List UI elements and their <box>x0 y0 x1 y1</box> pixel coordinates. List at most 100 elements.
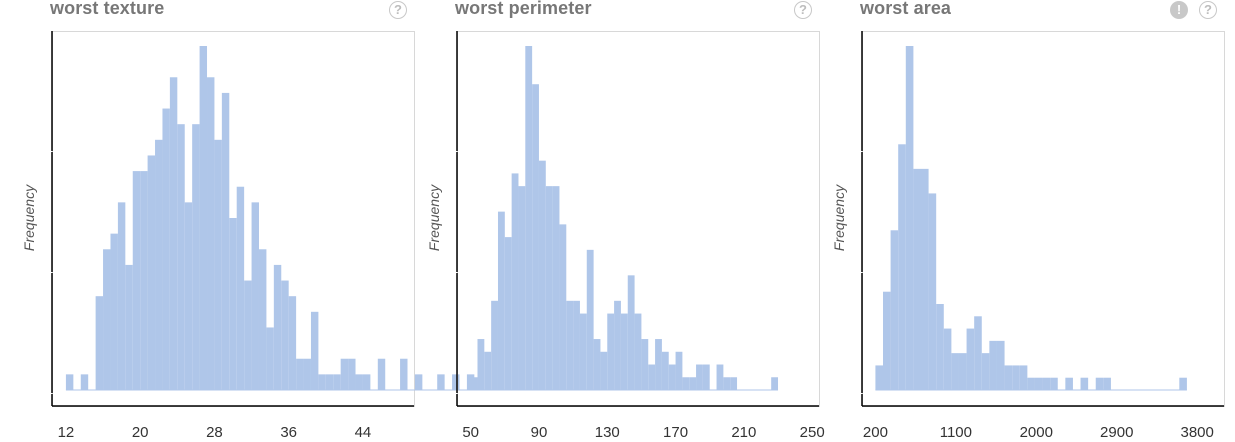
histogram-bar <box>303 358 311 390</box>
histogram-bar <box>890 230 899 390</box>
histogram-bar <box>1042 377 1051 390</box>
histogram-bar <box>1065 377 1073 390</box>
histogram-bar <box>470 377 478 390</box>
histogram-bar <box>497 211 505 390</box>
histogram-bar <box>477 339 485 390</box>
histogram-bar <box>103 249 111 390</box>
histogram-bar <box>898 144 906 390</box>
histogram-bar <box>251 202 259 390</box>
histogram-bar <box>538 160 546 390</box>
histogram-bar <box>110 233 118 390</box>
histogram-bar <box>545 186 553 390</box>
x-tick-label: 170 <box>663 424 688 441</box>
x-tick-label: 12 <box>58 424 75 441</box>
histogram-bar <box>905 46 914 390</box>
histogram-bar <box>974 316 982 390</box>
histogram-bar <box>310 311 319 390</box>
histogram-bar <box>716 364 724 390</box>
x-tick-label: 3800 <box>1180 424 1213 441</box>
histogram-bar <box>1034 377 1043 390</box>
histogram-bar <box>355 374 363 390</box>
histogram-bar <box>288 296 297 390</box>
histogram-bar <box>981 353 990 390</box>
histogram-bar <box>236 186 245 390</box>
histogram-bar <box>140 171 148 390</box>
panel-worst-area: worst area ! ? <box>860 0 1235 442</box>
histogram-bar <box>414 374 423 390</box>
histogram-bar <box>511 173 519 390</box>
question-circle-icon[interactable]: ? <box>794 1 812 19</box>
histogram-bar <box>730 377 738 390</box>
histogram-bar <box>655 339 662 390</box>
histogram-bar <box>641 339 649 390</box>
histogram-bar <box>525 46 533 390</box>
histogram-bar <box>723 377 731 390</box>
histogram-bar <box>221 92 230 390</box>
histogram-bar <box>296 358 304 390</box>
histogram-bar <box>996 340 1005 390</box>
question-circle-icon[interactable]: ? <box>1199 1 1217 19</box>
histogram-bar <box>696 364 703 390</box>
question-circle-icon[interactable]: ? <box>389 1 407 19</box>
histogram-bar <box>1095 377 1104 390</box>
histogram-bar <box>340 358 349 390</box>
histogram-bar <box>362 374 371 390</box>
histogram-bar <box>132 171 141 390</box>
histogram-bar <box>675 351 683 390</box>
histogram-bar <box>325 374 334 390</box>
histogram-bar <box>518 186 526 390</box>
histogram-bar <box>192 124 200 390</box>
histogram-bar <box>155 139 163 390</box>
histogram-bar <box>1179 377 1187 390</box>
histogram-bar <box>95 296 104 390</box>
histogram-bar <box>958 353 967 390</box>
y-axis-label: Frequency <box>426 184 442 251</box>
histogram-bar <box>682 377 690 390</box>
histogram-bar <box>634 313 642 390</box>
x-tick-label: 2000 <box>1020 424 1053 441</box>
x-tick-label: 44 <box>355 424 372 441</box>
histogram-bar <box>607 313 615 390</box>
histogram-bar <box>593 339 601 390</box>
histogram-bar <box>266 327 274 390</box>
histogram-bar <box>437 374 445 390</box>
histogram-bar <box>348 358 356 390</box>
histogram-bar <box>244 280 252 390</box>
exclamation-circle-icon[interactable]: ! <box>1170 1 1188 19</box>
histogram-bar <box>273 264 282 390</box>
histogram-bar <box>1080 377 1089 390</box>
histogram-bar <box>125 264 133 390</box>
histogram-bar <box>573 300 580 390</box>
histogram-bar <box>702 364 710 390</box>
x-tick-label: 50 <box>462 424 479 441</box>
histogram-bar <box>400 358 408 390</box>
histogram-bar <box>1019 365 1028 390</box>
y-axis-label: Frequency <box>831 184 847 251</box>
histogram-bar <box>579 313 587 390</box>
histogram-bar <box>333 374 341 390</box>
histogram-bar <box>258 249 267 390</box>
histogram-bar <box>920 168 929 390</box>
histogram-bar <box>913 168 921 390</box>
histogram-bar <box>771 377 779 390</box>
histogram-bar <box>532 84 539 390</box>
panel-worst-texture: worst texture ? <box>50 0 430 442</box>
histogram-bar <box>928 193 937 390</box>
histogram-bar <box>600 351 608 390</box>
histogram-bar <box>65 374 74 390</box>
panel-worst-perimeter: worst perimeter ? <box>455 0 835 442</box>
histogram-bar <box>668 364 676 390</box>
histogram-bar <box>559 224 567 390</box>
histogram-bar <box>1103 377 1111 390</box>
histogram-bar <box>936 304 944 390</box>
histogram-bar <box>484 351 492 390</box>
histogram-bar <box>452 374 460 390</box>
histogram-bar <box>875 365 884 390</box>
x-tick-label: 90 <box>531 424 548 441</box>
x-tick-label: 210 <box>731 424 756 441</box>
histogram-bar <box>1012 365 1020 390</box>
histogram-bar <box>989 340 997 390</box>
histogram-bar <box>966 328 975 390</box>
histogram-bar <box>883 291 891 390</box>
